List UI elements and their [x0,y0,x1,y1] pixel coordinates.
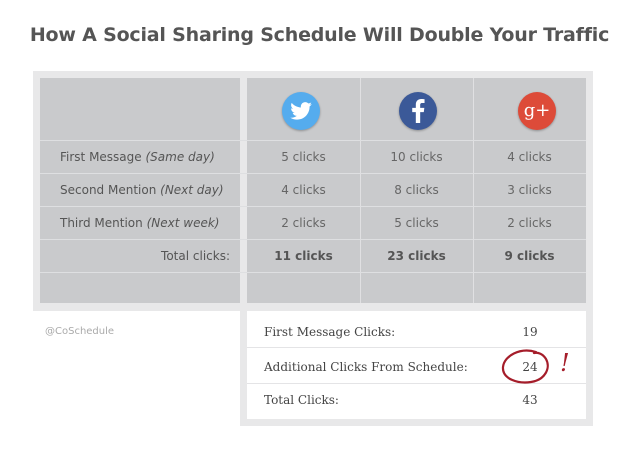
total-clicks-label: Total clicks: [161,249,230,263]
row-label-third-mention: Third Mention (Next week) [60,216,219,230]
table-cell: 4 clicks [507,150,552,164]
row-divider [40,140,586,141]
summary-value: 24 [522,360,538,374]
row-divider [40,173,586,174]
twitter-icon [282,92,320,130]
exclamation-mark: ! [560,349,570,377]
row-label-note: (Same day) [145,150,215,164]
row-divider [40,206,586,207]
table-cell: 2 clicks [507,216,552,230]
summary-label: First Message Clicks: [264,325,396,339]
row-label-first-message: First Message (Same day) [60,150,215,164]
summary-value: 43 [522,393,538,407]
row-labels-panel [40,78,240,303]
table-cell: 4 clicks [281,183,326,197]
google-plus-glyph: g+ [523,100,551,121]
table-cell: 5 clicks [281,150,326,164]
row-divider [40,239,586,240]
circle-highlight-icon [501,349,549,384]
column-divider [360,78,361,303]
summary-value: 19 [522,325,538,339]
row-label-text: Second Mention [60,183,157,197]
summary-divider [247,347,586,348]
google-plus-icon: g+ [518,92,556,130]
summary-label: Additional Clicks From Schedule: [264,360,468,374]
summary-box [247,311,586,419]
total-cell: 9 clicks [504,249,555,263]
column-divider [473,78,474,303]
row-divider [40,272,586,273]
table-cell: 2 clicks [281,216,326,230]
page-title: How A Social Sharing Schedule Will Doubl… [29,24,610,46]
summary-divider [247,383,586,384]
row-label-note: (Next day) [160,183,224,197]
row-label-second-mention: Second Mention (Next day) [60,183,224,197]
brand-handle: @CoSchedule [45,326,115,337]
table-cell: 3 clicks [507,183,552,197]
total-cell: 11 clicks [274,249,333,263]
total-cell: 23 clicks [387,249,446,263]
row-label-text: Third Mention [60,216,143,230]
table-cell: 8 clicks [394,183,439,197]
facebook-icon [399,92,437,130]
row-label-note: (Next week) [146,216,220,230]
summary-label: Total Clicks: [264,393,339,407]
table-cell: 5 clicks [394,216,439,230]
row-label-text: First Message [60,150,142,164]
table-cell: 10 clicks [390,150,443,164]
